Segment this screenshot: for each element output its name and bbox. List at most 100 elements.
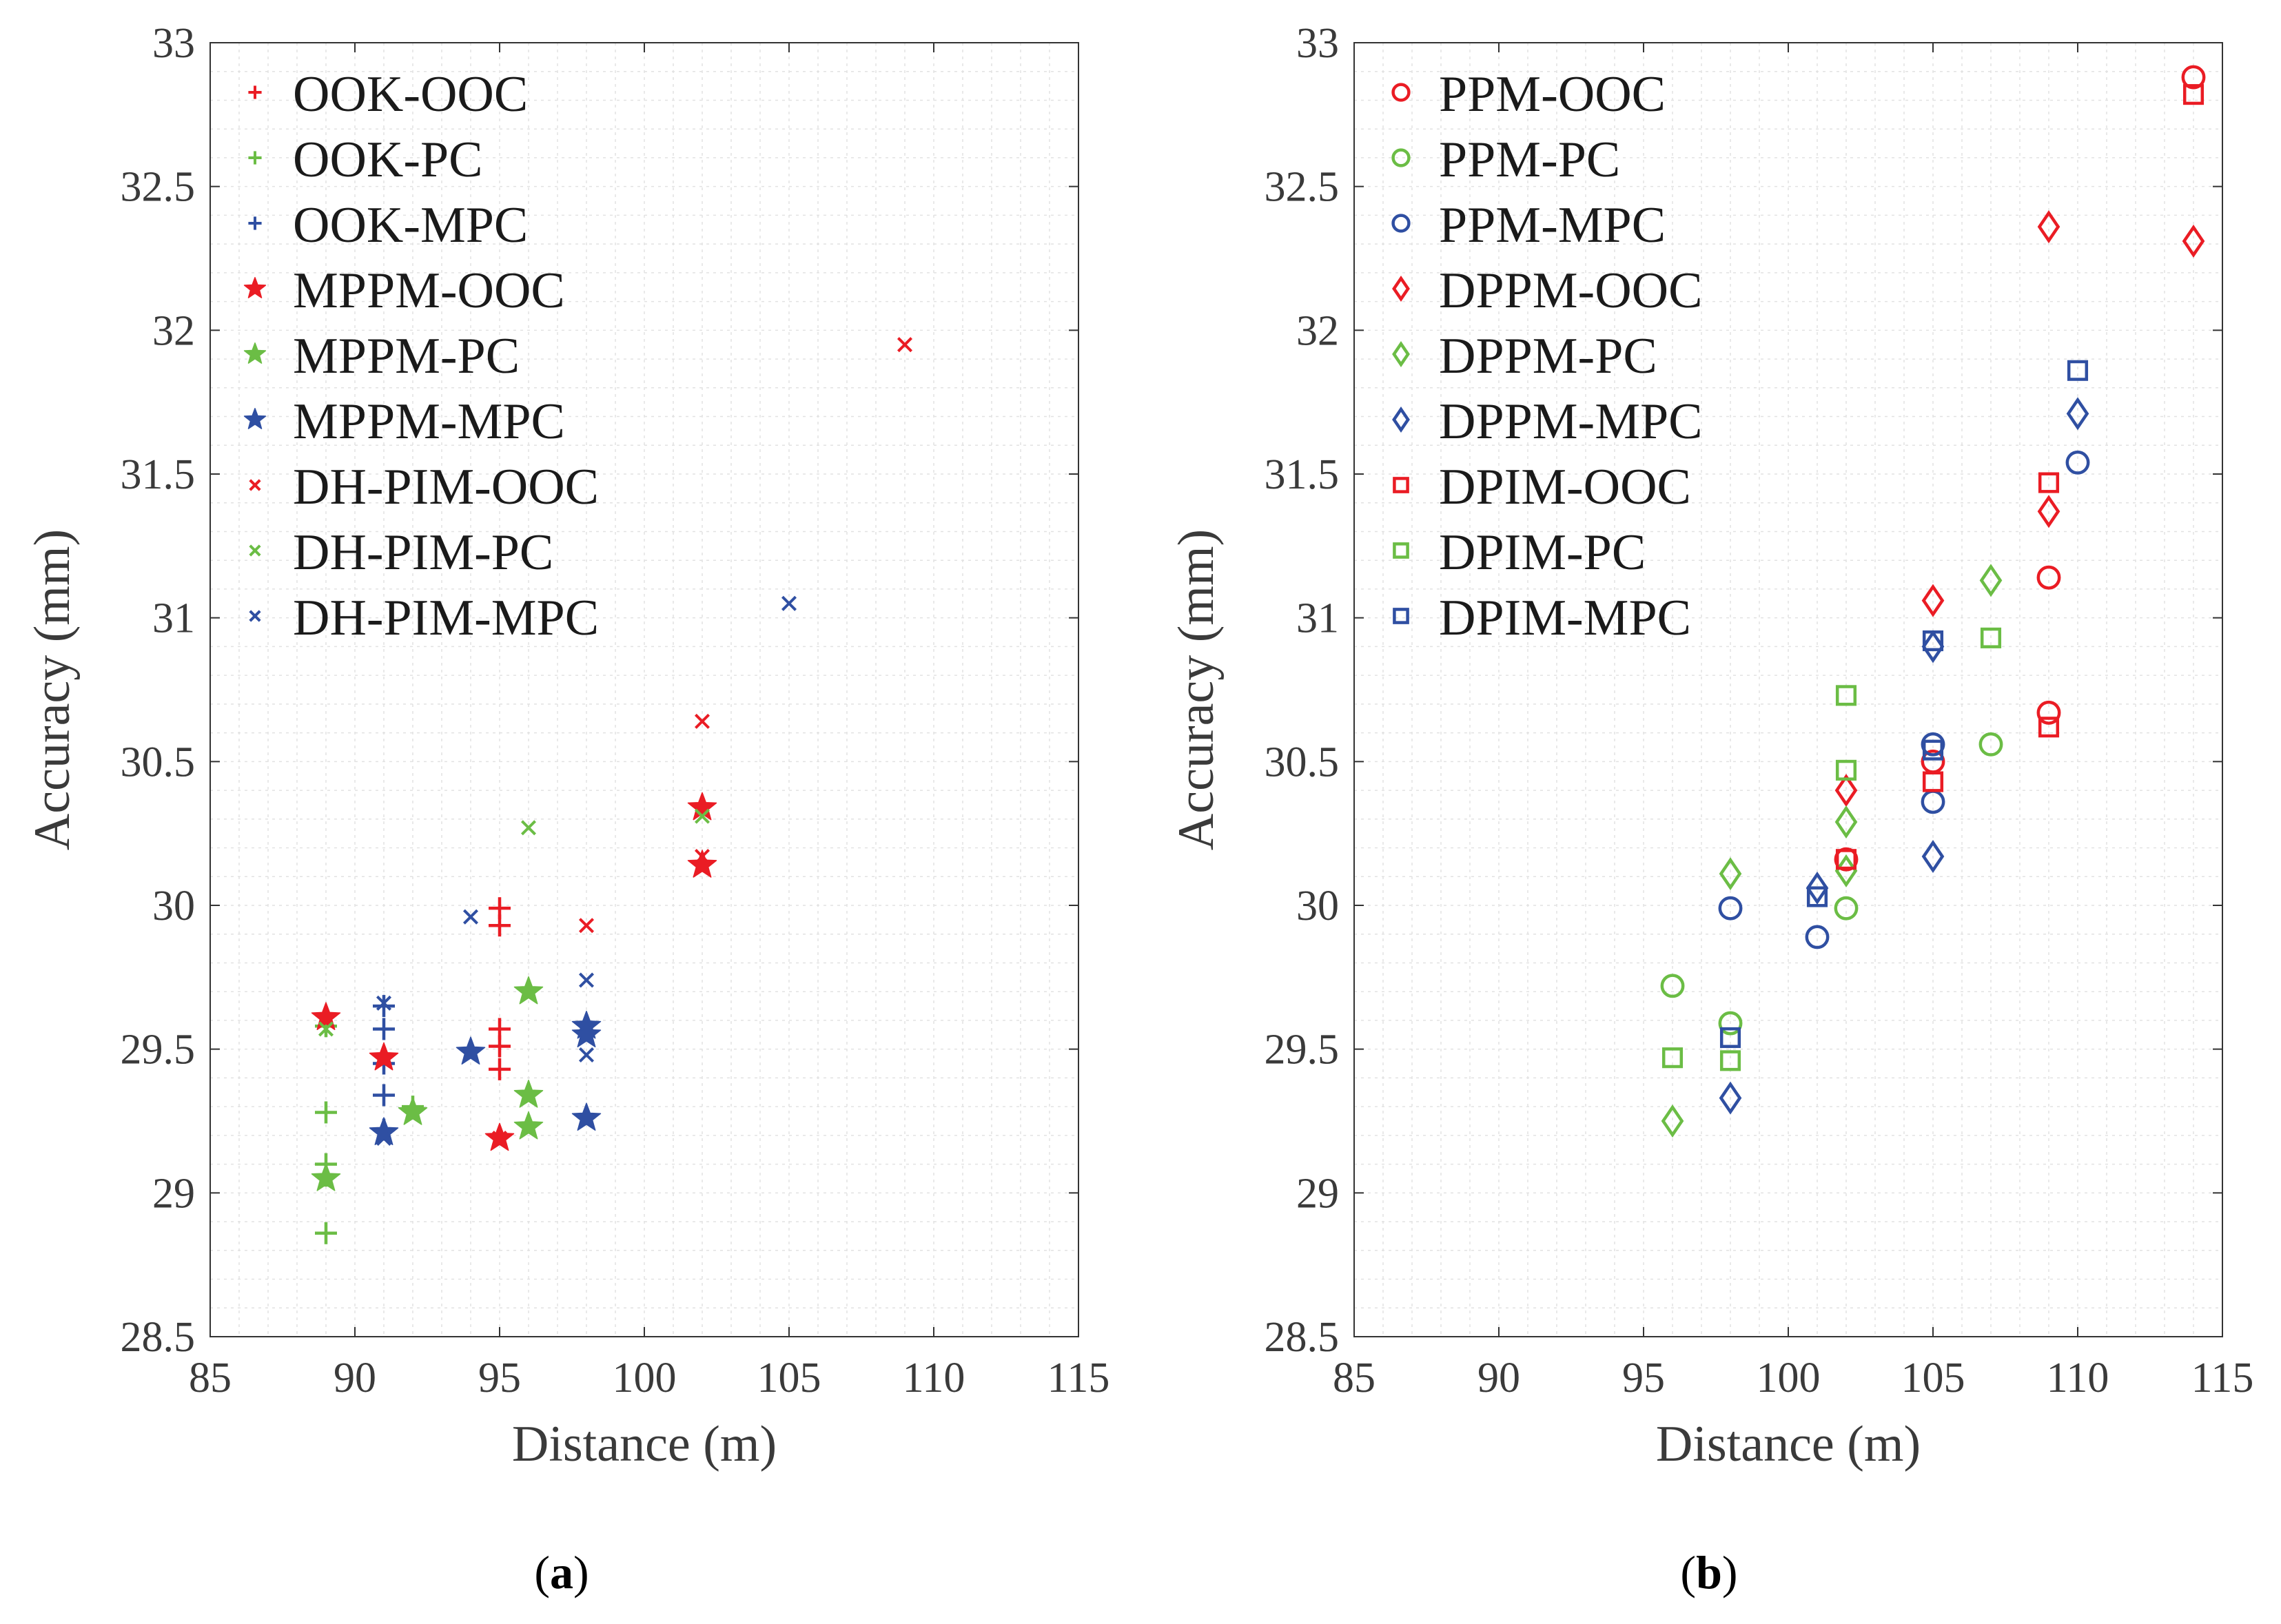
legend-item-ppm-mpc: PPM-MPC <box>1391 197 1666 254</box>
point-dppm-pc <box>1834 854 1858 887</box>
series-dh-pim-mpc <box>376 595 797 1147</box>
x-tick-label: 85 <box>1333 1355 1375 1401</box>
x-tick-label: 105 <box>757 1355 821 1401</box>
legend-label: OOK-PC <box>293 132 482 188</box>
series-ook-ooc <box>489 897 511 1080</box>
series-mppm-mpc <box>369 1010 602 1145</box>
point-ook-pc <box>315 1222 337 1244</box>
x-tick-label: 85 <box>189 1355 232 1401</box>
point-dpim-ooc <box>2038 472 2060 493</box>
point-ppm-pc <box>1660 974 1685 998</box>
series-dh-pim-pc <box>318 808 710 1123</box>
legend-label: DPIM-OOC <box>1439 459 1691 515</box>
legend-item-ppm-pc: PPM-PC <box>1391 132 1620 188</box>
point-ppm-ooc <box>2181 65 2206 90</box>
point-dppm-mpc <box>1719 1081 1742 1115</box>
point-dh-pim-mpc <box>781 595 797 611</box>
legend-marker <box>243 277 267 298</box>
point-dpim-pc <box>1661 1047 1684 1069</box>
point-mppm-mpc <box>571 1102 602 1131</box>
point-dppm-pc <box>1979 564 2003 597</box>
point-mppm-pc <box>398 1097 428 1125</box>
x-tick-label: 105 <box>1901 1355 1965 1401</box>
legend-marker <box>243 342 267 364</box>
point-dpim-ooc <box>2182 84 2205 105</box>
legend-item-dppm-pc: DPPM-PC <box>1392 328 1657 384</box>
series-dppm-pc <box>1661 564 2003 1138</box>
point-mppm-pc <box>311 1163 341 1191</box>
point-dpim-mpc <box>1806 886 1828 907</box>
point-dppm-pc <box>1719 857 1742 891</box>
legend-label: DPPM-OOC <box>1439 263 1702 319</box>
legend: OOK-OOC OOK-PC OOK-MPC MPPM-OOC MPPM-PC MPPM-… <box>243 66 599 646</box>
legend-item-dh-pim-pc: DH-PIM-PC <box>249 524 553 581</box>
series-dpim-ooc <box>1835 84 2205 870</box>
point-dppm-pc <box>1661 1104 1684 1138</box>
y-tick-label: 33 <box>152 20 195 67</box>
point-dpim-mpc <box>2067 360 2089 381</box>
point-dppm-mpc <box>1806 871 1829 905</box>
y-tick-label: 30.5 <box>1265 739 1340 785</box>
point-dh-pim-ooc <box>694 849 710 865</box>
point-mppm-pc <box>513 1080 544 1108</box>
point-dpim-mpc <box>1719 1027 1741 1049</box>
legend-label: OOK-OOC <box>293 66 528 123</box>
point-ook-mpc <box>373 1084 395 1107</box>
y-tick-label: 32 <box>1296 307 1339 354</box>
point-ppm-ooc <box>2036 700 2061 725</box>
point-dh-pim-pc <box>405 1107 421 1123</box>
x-axis-label: Distance (m) <box>1656 1416 1921 1472</box>
point-ook-mpc <box>373 995 395 1018</box>
y-tick-label: 28.5 <box>121 1314 196 1361</box>
legend-label: OOK-MPC <box>293 197 528 254</box>
point-dppm-mpc <box>2066 397 2089 431</box>
legend-label: PPM-OOC <box>1439 66 1666 123</box>
legend-marker <box>249 544 261 557</box>
legend-item-dppm-mpc: DPPM-MPC <box>1392 393 1703 450</box>
point-mppm-pc <box>513 1111 544 1140</box>
series-dpim-mpc <box>1719 360 2089 1049</box>
point-dpim-pc <box>1980 627 2002 648</box>
point-ook-ooc <box>489 1035 511 1058</box>
legend-item-mppm-mpc: MPPM-MPC <box>243 393 565 450</box>
x-tick-label: 95 <box>478 1355 521 1401</box>
legend-label: DPPM-PC <box>1439 328 1657 384</box>
point-dppm-pc <box>1834 805 1858 839</box>
legend-marker <box>1393 477 1409 493</box>
legend-label: MPPM-OOC <box>293 263 565 319</box>
x-tick-label: 110 <box>2047 1355 2109 1401</box>
chart-b: 85 90 95 100 105 110 115 28.5 29 29.5 30 30.5 31 31.5… <box>1168 20 2253 1472</box>
x-tick-label: 100 <box>1757 1355 1821 1401</box>
y-tick-label: 29.5 <box>121 1027 196 1073</box>
x-axis-label: Distance (m) <box>512 1416 777 1472</box>
point-mppm-mpc <box>456 1036 486 1065</box>
point-ppm-pc <box>1718 1011 1743 1036</box>
point-mppm-pc <box>513 976 544 1005</box>
y-tick-label: 32.5 <box>121 164 196 211</box>
legend-marker <box>1392 275 1410 302</box>
legend-marker <box>1393 608 1409 624</box>
point-ppm-pc <box>1834 896 1859 921</box>
legend-label: DPIM-MPC <box>1439 590 1691 646</box>
point-ook-ooc <box>489 914 511 937</box>
point-dppm-ooc <box>2037 210 2060 244</box>
legend-item-ook-pc: OOK-PC <box>248 132 482 188</box>
y-tick-label: 28.5 <box>1265 1314 1340 1361</box>
x-tick-label: 95 <box>1622 1355 1665 1401</box>
point-dh-pim-mpc <box>578 1047 595 1063</box>
series-ppm-ooc <box>1834 65 2206 872</box>
point-dpim-mpc <box>1922 739 1944 761</box>
legend-label: DH-PIM-OOC <box>293 459 599 515</box>
legend-item-dh-pim-ooc: DH-PIM-OOC <box>249 459 599 515</box>
point-dpim-ooc <box>2038 717 2060 738</box>
legend-marker <box>249 479 261 491</box>
y-tick-label: 33 <box>1296 20 1339 67</box>
legend: PPM-OOC PPM-PC PPM-MPC DPPM-OOC DPPM-PC DPPM-… <box>1391 66 1703 646</box>
point-dh-pim-ooc <box>694 713 710 729</box>
legend-item-dh-pim-mpc: DH-PIM-MPC <box>249 590 599 646</box>
series-mppm-ooc <box>311 792 717 1151</box>
point-dh-pim-mpc <box>462 909 479 925</box>
legend-item-mppm-pc: MPPM-PC <box>243 328 520 384</box>
legend-item-ppm-ooc: PPM-OOC <box>1391 66 1666 123</box>
legend-label: DPPM-MPC <box>1439 393 1703 450</box>
